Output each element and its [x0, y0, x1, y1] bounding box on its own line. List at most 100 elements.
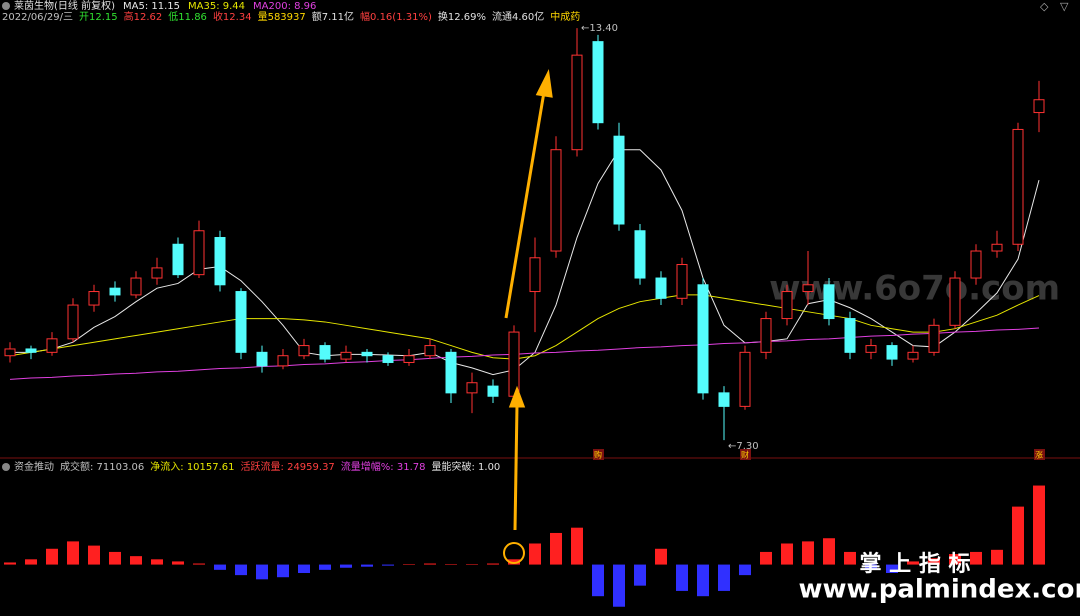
flow-bar [445, 564, 457, 565]
signal-label: 涨 [1035, 450, 1043, 460]
candle-body [46, 338, 58, 353]
legend-entry: MA35: 9.44 [188, 1, 245, 12]
candle-body [340, 351, 352, 360]
flow-bar [529, 543, 541, 565]
flow-bar [970, 551, 982, 565]
candle-body [781, 291, 793, 320]
ma-line [9, 294, 1040, 360]
candle-body [634, 230, 646, 279]
flow-bar [403, 564, 415, 565]
flow-bar [697, 564, 709, 597]
candle-body [424, 345, 436, 357]
menu-icon[interactable]: ▽ [1060, 0, 1069, 13]
flow-bar [4, 562, 16, 565]
flow-bar [298, 564, 310, 574]
info-item: 量583937 [258, 11, 306, 23]
candle-body [991, 243, 1003, 252]
flow-bar [613, 564, 625, 607]
info-item: 活跃流量: 24959.37 [241, 460, 335, 473]
flow-bar [907, 561, 919, 565]
candle-body [886, 345, 898, 360]
candle-body [151, 267, 163, 279]
candle-body [109, 287, 121, 296]
candle-body [1012, 128, 1024, 245]
candle-body [613, 135, 625, 225]
candle-body [907, 351, 919, 360]
flow-bar [823, 538, 835, 565]
flow-bar [151, 559, 163, 565]
flow-bar [25, 559, 37, 565]
flow-bar [949, 554, 961, 565]
flow-bar [718, 564, 730, 591]
candle-body [823, 284, 835, 320]
candle-body [676, 264, 688, 299]
candle-body [172, 243, 184, 276]
info-item: 量能突破: 1.00 [431, 460, 500, 473]
info-item: 开12.15 [79, 12, 118, 23]
candle-body [298, 345, 310, 357]
candle-body [550, 149, 562, 252]
ma-line [10, 149, 1040, 376]
flow-bar [991, 549, 1003, 565]
flow-bar [487, 563, 499, 565]
candle-body [529, 257, 541, 293]
info-item: 额7.11亿 [312, 10, 354, 23]
flow-bar [214, 564, 226, 570]
flow-bar [802, 541, 814, 565]
flow-bar [592, 564, 604, 597]
candle-body [970, 250, 982, 279]
flow-bar [88, 545, 100, 565]
flow-bar [67, 541, 79, 565]
ma-line [9, 327, 1040, 380]
candle-body [403, 355, 415, 363]
flow-bar [130, 556, 142, 565]
candle-body [928, 324, 940, 353]
signal-box [740, 449, 751, 460]
candle-body [739, 351, 751, 407]
candle-body [844, 318, 856, 353]
info-item: 2022/06/29/三 [2, 12, 73, 23]
info-item: 高12.62 [124, 10, 163, 23]
menu-icon[interactable]: ◇ [1040, 0, 1049, 13]
info-item: 流通4.60亿 [492, 10, 544, 23]
chart-title: 资金推动 [14, 460, 54, 473]
flow-bar [550, 532, 562, 565]
candle-body [25, 348, 37, 353]
flow-bar [655, 548, 667, 565]
icon [2, 2, 10, 10]
candle-body [697, 284, 709, 394]
annotation: ←7.30 [728, 441, 759, 452]
candle-body [718, 392, 730, 407]
candle-body [256, 351, 268, 367]
candle-body [655, 277, 667, 299]
candle-body [487, 385, 499, 397]
candle-body [235, 291, 247, 353]
info-item: 低11.86 [168, 10, 207, 23]
signal-box [1034, 449, 1045, 460]
candle-body [592, 41, 604, 124]
highlight-circle [503, 542, 525, 564]
info-item: 成交额: 71103.06 [60, 460, 144, 473]
flow-bar [319, 564, 331, 570]
flow-bar [865, 564, 877, 570]
info-item: 流量增幅%: 31.78 [341, 460, 426, 473]
icon [2, 463, 10, 471]
flow-bar [571, 527, 583, 565]
watermark: www.palmindex.com [798, 575, 1080, 605]
candle-body [571, 54, 583, 151]
annotation: ←13.40 [581, 23, 618, 34]
flow-bar [172, 561, 184, 565]
legend-entry: MA200: 8.96 [253, 1, 316, 12]
candle-body [214, 237, 226, 286]
flow-bar [760, 551, 772, 565]
candle-body [319, 345, 331, 360]
info-item: 中成药 [550, 10, 580, 23]
info-item: 换12.69% [438, 10, 486, 23]
flow-bar [508, 559, 520, 565]
flow-bar [1012, 506, 1024, 565]
flow-bar [361, 564, 373, 567]
flow-bar [676, 564, 688, 591]
flow-bar [340, 564, 352, 568]
flow-bar [466, 564, 478, 565]
